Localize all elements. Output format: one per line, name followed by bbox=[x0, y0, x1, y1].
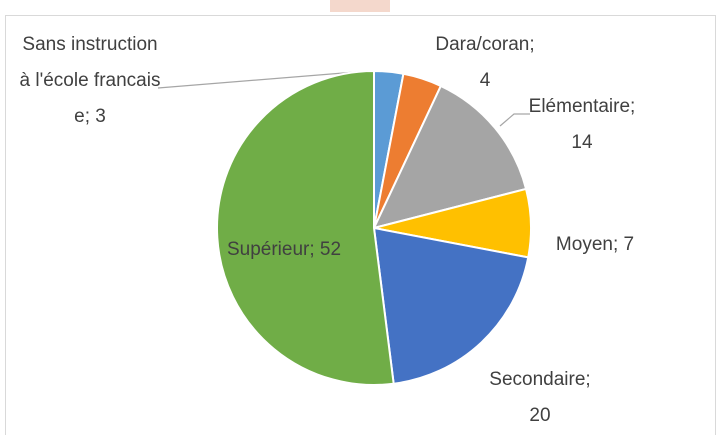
leader-line bbox=[499, 113, 530, 127]
data-label: Secondaire; 20 bbox=[489, 369, 591, 426]
header-artifact bbox=[330, 0, 390, 12]
data-label: Moyen; 7 bbox=[555, 234, 635, 255]
data-label: Supérieur; 52 bbox=[226, 239, 342, 260]
data-label: Elémentaire; 14 bbox=[528, 96, 636, 153]
pie-slice bbox=[372, 226, 530, 385]
leader-line bbox=[157, 70, 369, 89]
data-label: Sans instruction à l'école francaise; 3 bbox=[19, 34, 161, 127]
pie-slice bbox=[372, 84, 528, 230]
data-label: Dara/coran; 4 bbox=[435, 34, 535, 91]
pie-slice bbox=[216, 69, 395, 386]
